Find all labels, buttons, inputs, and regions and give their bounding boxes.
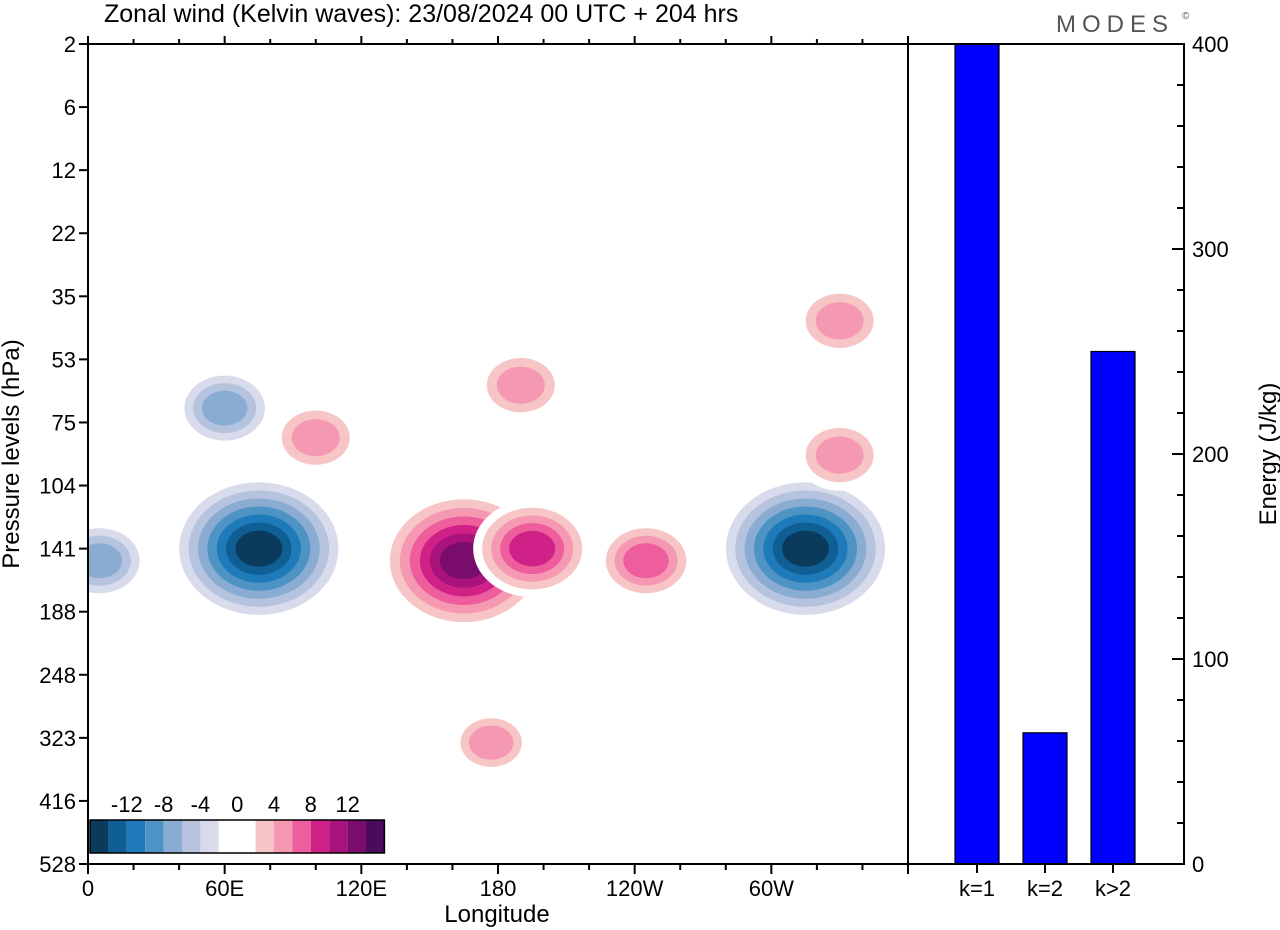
contour-feature xyxy=(795,419,884,491)
y-tick-label: 53 xyxy=(52,347,76,372)
bar-category-label: k>2 xyxy=(1095,876,1131,901)
energy-bar xyxy=(954,43,1000,865)
contour-shade xyxy=(201,390,248,426)
colorbar-cell xyxy=(366,820,385,853)
colorbar-cell xyxy=(145,820,164,853)
contour-shade xyxy=(509,530,556,567)
colorbar-label: 4 xyxy=(268,792,280,817)
bar-y-tick-label: 0 xyxy=(1192,852,1204,877)
colorbar-cell xyxy=(218,820,238,853)
colorbar-cell xyxy=(237,820,256,853)
y-tick-label: 248 xyxy=(39,663,76,688)
bar-x-axis: k=1 k=2 k>2 xyxy=(959,864,1131,901)
colorbar-cell xyxy=(108,820,127,853)
x-tick-label: 60W xyxy=(749,876,794,901)
colorbar-cell xyxy=(274,820,293,853)
colorbar-cell xyxy=(90,820,109,853)
heatmap-y-axis: 2 6 12 22 35 53 75 104 141 188 248 323 416 528 xyxy=(39,32,88,877)
colorbar-label: -8 xyxy=(154,792,174,817)
contour-feature xyxy=(169,474,348,623)
contour-feature xyxy=(473,500,592,598)
bar-y-tick-label: 100 xyxy=(1192,647,1229,672)
y-tick-label: 75 xyxy=(52,410,76,435)
contour-shade xyxy=(623,543,669,579)
bar-y-label: Energy (J/kg) xyxy=(1255,383,1280,526)
colorbar-label: 8 xyxy=(305,792,317,817)
energy-bar xyxy=(1090,350,1136,865)
colorbar-cell xyxy=(310,820,330,853)
x-tick-label: 0 xyxy=(82,876,94,901)
colorbar-label: 12 xyxy=(335,792,359,817)
bar-panel: 0 100 200 300 400 k=1 k=2 k>2 Energy (J/kg) xyxy=(907,32,1280,901)
energy-bar xyxy=(1022,732,1068,865)
colorbar-cell xyxy=(182,820,201,853)
contour-shade xyxy=(496,366,545,404)
energy-bars xyxy=(954,43,1136,865)
colorbar: -12 -8 -4 0 4 8 12 xyxy=(89,792,386,854)
colorbar-cell xyxy=(163,820,182,853)
contour-feature xyxy=(88,520,149,601)
heatmap-panel: -12 -8 -4 0 4 8 12 261222355375104141188248323… xyxy=(0,32,909,928)
colorbar-cell xyxy=(255,820,274,853)
bar-category-label: k=2 xyxy=(1027,876,1063,901)
colorbar-cell xyxy=(347,820,366,853)
contour-feature xyxy=(476,349,565,421)
y-tick-label: 323 xyxy=(39,726,76,751)
y-tick-label: 416 xyxy=(39,789,76,814)
colorbar-frame xyxy=(89,819,386,854)
y-tick-label: 141 xyxy=(39,537,76,562)
brand-mark: © xyxy=(1182,11,1190,22)
y-tick-label: 2 xyxy=(64,32,76,57)
contour-shade xyxy=(291,419,340,457)
heatmap-contours xyxy=(88,285,895,775)
y-tick-label: 528 xyxy=(39,852,76,877)
contour-shade xyxy=(88,543,123,579)
y-tick-label: 12 xyxy=(52,158,76,183)
x-tick-label: 120W xyxy=(606,876,664,901)
y-tick-label: 104 xyxy=(39,474,76,499)
contour-shade xyxy=(815,436,864,474)
y-tick-label: 6 xyxy=(64,95,76,120)
colorbar-cell xyxy=(126,820,146,853)
brand-logo: MODES xyxy=(1056,11,1174,38)
colorbar-label: -12 xyxy=(111,792,143,817)
bar-y-axis: 0 100 200 300 400 xyxy=(1172,32,1229,877)
colorbar-label: -4 xyxy=(191,792,211,817)
contour-shade xyxy=(468,725,514,760)
heatmap-y-label: Pressure levels (hPa) xyxy=(0,339,25,568)
contour-feature xyxy=(271,401,360,474)
bar-y-tick-label: 300 xyxy=(1192,237,1229,262)
heatmap-x-label: Longitude xyxy=(444,901,549,928)
x-tick-label: 60E xyxy=(205,876,244,901)
colorbar-cell xyxy=(329,820,348,853)
bar-y-tick-label: 200 xyxy=(1192,442,1229,467)
y-tick-label: 22 xyxy=(52,221,76,246)
colorbar-cell xyxy=(292,820,311,853)
bar-category-label: k=1 xyxy=(959,876,995,901)
heatmap-x-axis: 0 60E 120E 180 120W 60W xyxy=(82,36,909,901)
contour-shade xyxy=(235,530,283,567)
colorbar-cell xyxy=(200,820,219,853)
y-tick-label: 35 xyxy=(52,284,76,309)
contour-feature xyxy=(716,474,895,623)
y-tick-label: 188 xyxy=(39,600,76,625)
contour-feature xyxy=(597,520,696,601)
x-tick-label: 120E xyxy=(336,876,387,901)
contour-feature xyxy=(452,711,531,775)
contour-feature xyxy=(795,285,884,357)
colorbar-label: 0 xyxy=(231,792,243,817)
bar-y-tick-label: 400 xyxy=(1192,32,1229,57)
contour-shade xyxy=(815,302,864,340)
contour-shade xyxy=(782,530,829,567)
contour-feature xyxy=(175,368,274,449)
chart-title: Zonal wind (Kelvin waves): 23/08/2024 00… xyxy=(104,0,738,28)
x-tick-label: 180 xyxy=(480,876,517,901)
